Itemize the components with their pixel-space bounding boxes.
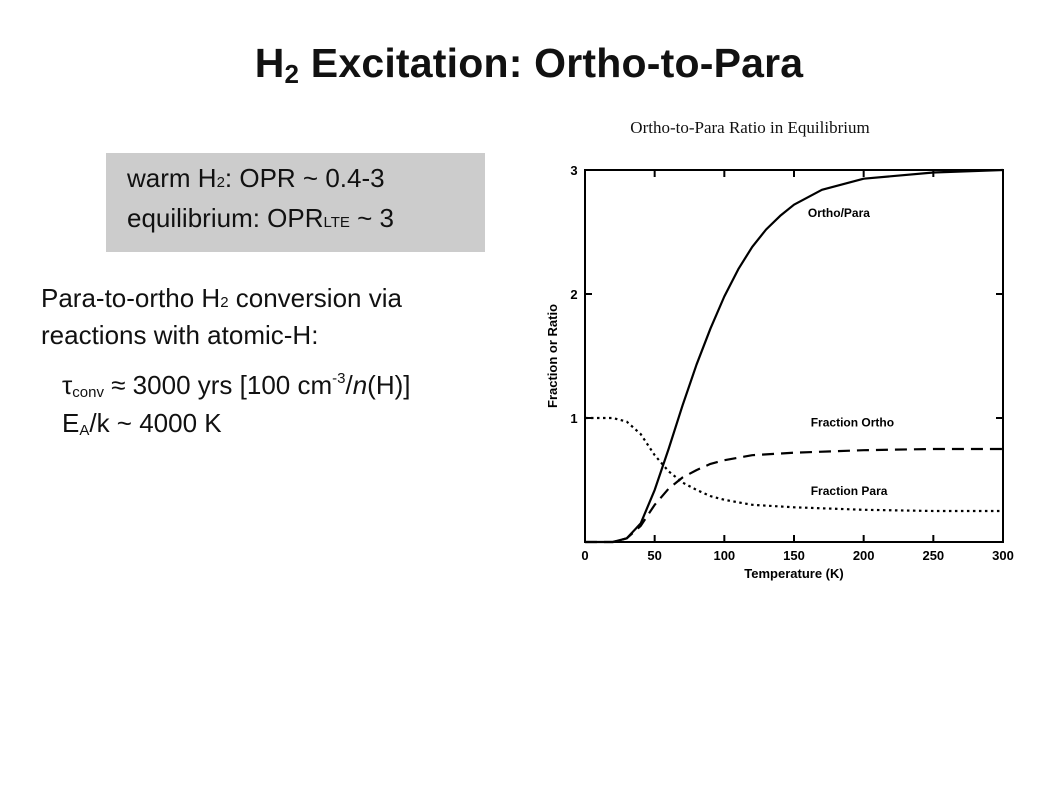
x-axis-label: Temperature (K) <box>744 566 843 581</box>
chart-title: Ortho-to-Para Ratio in Equilibrium <box>630 118 870 137</box>
x-tick-label: 300 <box>992 548 1014 563</box>
x-tick-label: 250 <box>922 548 944 563</box>
series-annotation: Fraction Para <box>811 484 888 498</box>
series-line-ortho-para <box>585 168 1004 544</box>
x-tick-label: 100 <box>713 548 735 563</box>
warm-opr-line: warm H2: OPR ~ 0.4-3 <box>127 163 385 193</box>
x-tick-label: 50 <box>647 548 661 563</box>
y-tick-label: 1 <box>570 411 577 426</box>
y-tick-label: 3 <box>570 163 577 178</box>
conversion-text-line2: reactions with atomic-H: <box>41 320 319 350</box>
plot-frame <box>584 169 1004 543</box>
opr-chart: 0 50 100 150 200 250 300 1 2 3 Temperature (K) Frac… <box>545 163 1014 581</box>
y-axis-label: Fraction or Ratio <box>545 304 560 408</box>
page-title: H2 Excitation: Ortho-to-Para <box>254 40 804 89</box>
y-tick-label: 2 <box>570 287 577 302</box>
x-tick-label: 0 <box>581 548 588 563</box>
x-tick-label: 200 <box>853 548 875 563</box>
conversion-text-line1: Para-to-ortho H2 conversion via <box>41 283 402 313</box>
series-annotation: Fraction Ortho <box>811 416 894 430</box>
conversion-timescale-equation: τconv ≈ 3000 yrs [100 cm-3/n(H)] <box>62 370 411 401</box>
series-annotation: Ortho/Para <box>808 206 870 220</box>
series-line-fraction-para <box>585 416 1003 513</box>
x-tick-label: 150 <box>783 548 805 563</box>
equilibrium-opr-line: equilibrium: OPRLTE ~ 3 <box>127 203 395 233</box>
series-line-fraction-ortho <box>585 447 1003 544</box>
activation-energy-equation: EA/k ~ 4000 K <box>62 408 222 439</box>
summary-box <box>106 153 485 252</box>
